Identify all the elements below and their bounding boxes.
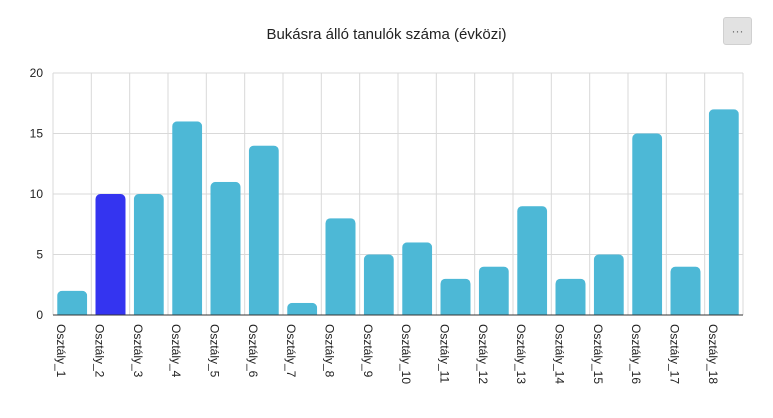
bar-osztály-6[interactable] — [249, 146, 279, 319]
bar-osztály-7[interactable] — [287, 303, 317, 319]
x-tick-label: Osztály_15 — [591, 324, 605, 384]
x-tick-label: Osztály_17 — [668, 324, 682, 384]
x-tick-label: Osztály_7 — [284, 324, 298, 378]
bar-osztály-14[interactable] — [556, 279, 586, 319]
x-tick-label: Osztály_2 — [93, 324, 107, 378]
x-tick-label: Osztály_6 — [246, 324, 260, 378]
x-tick-label: Osztály_8 — [323, 324, 337, 378]
bar-osztály-2[interactable] — [96, 194, 126, 319]
chart-menu-button[interactable]: ··· — [723, 17, 752, 45]
bar-osztály-18[interactable] — [709, 109, 739, 319]
x-tick-label: Osztály_1 — [54, 324, 68, 378]
bar-osztály-9[interactable] — [364, 255, 394, 320]
x-tick-label: Osztály_4 — [169, 324, 183, 378]
x-tick-label: Osztály_10 — [399, 324, 413, 384]
y-tick-label: 15 — [30, 127, 44, 141]
grid-lines — [52, 72, 744, 316]
x-tick-label: Osztály_9 — [361, 324, 375, 378]
bar-osztály-11[interactable] — [441, 279, 471, 319]
x-tick-label: Osztály_16 — [629, 324, 643, 384]
y-axis: 0 5 10 15 20 — [30, 66, 44, 322]
x-tick-label: Osztály_5 — [208, 324, 222, 378]
y-tick-label: 20 — [30, 66, 44, 80]
bar-osztály-8[interactable] — [326, 218, 356, 319]
x-tick-label: Osztály_3 — [131, 324, 145, 378]
bar-osztály-3[interactable] — [134, 194, 164, 319]
x-tick-label: Osztály_18 — [706, 324, 720, 384]
y-tick-label: 0 — [36, 308, 43, 322]
x-tick-label: Osztály_14 — [553, 324, 567, 384]
bar-osztály-4[interactable] — [172, 121, 202, 319]
bar-osztály-1[interactable] — [57, 291, 87, 319]
chart-title: Bukásra álló tanulók száma (évközi) — [266, 26, 507, 43]
bars — [57, 109, 739, 319]
x-tick-label: Osztály_12 — [476, 324, 490, 384]
y-tick-label: 5 — [36, 248, 43, 262]
bar-osztály-12[interactable] — [479, 267, 509, 319]
bar-osztály-17[interactable] — [671, 267, 701, 319]
bar-osztály-10[interactable] — [402, 242, 432, 319]
x-tick-label: Osztály_11 — [438, 324, 452, 383]
y-tick-label: 10 — [30, 187, 44, 201]
bar-osztály-15[interactable] — [594, 255, 624, 320]
bar-osztály-13[interactable] — [517, 206, 547, 319]
x-tick-label: Osztály_13 — [514, 324, 528, 384]
bar-osztály-5[interactable] — [211, 182, 241, 319]
bar-osztály-16[interactable] — [632, 134, 662, 320]
x-axis: Osztály_1 Osztály_2 Osztály_3 Osztály_4 Oszt… — [53, 314, 743, 384]
